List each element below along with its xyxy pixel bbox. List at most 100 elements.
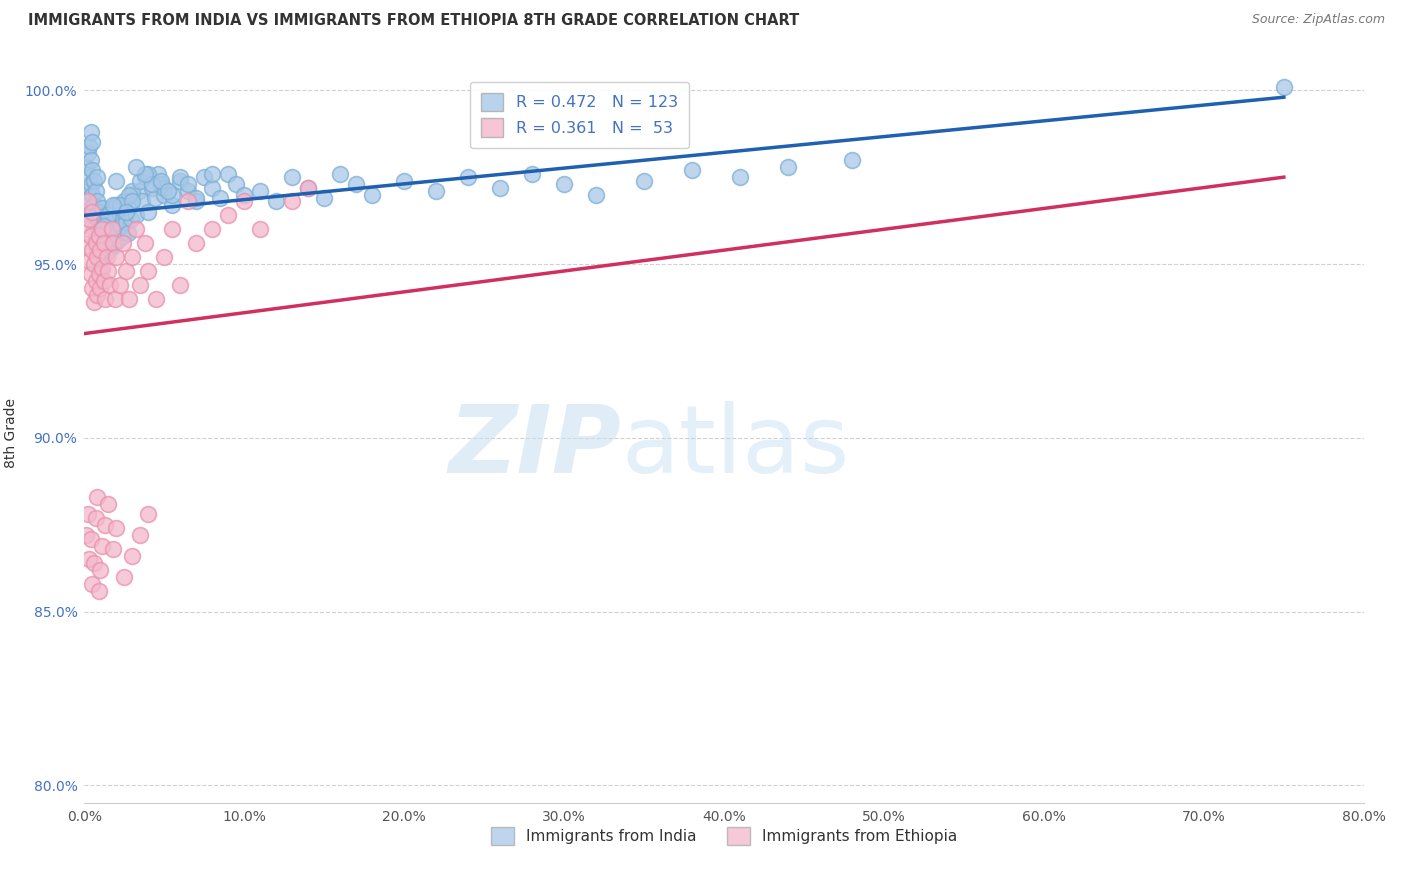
Point xyxy=(121,194,143,209)
Point xyxy=(112,570,135,584)
Point xyxy=(249,222,271,236)
Point xyxy=(93,219,115,233)
Point xyxy=(111,229,134,244)
Point xyxy=(93,274,115,288)
Point xyxy=(89,563,111,577)
Point xyxy=(77,552,100,566)
Point xyxy=(141,177,163,191)
Point xyxy=(83,257,105,271)
Point xyxy=(86,194,108,209)
Point xyxy=(91,539,114,553)
Point xyxy=(118,187,141,202)
Point xyxy=(100,240,122,254)
Point xyxy=(77,170,100,185)
Point xyxy=(86,490,108,504)
Point xyxy=(82,281,104,295)
Point xyxy=(108,198,131,212)
Point xyxy=(82,205,104,219)
Point xyxy=(80,125,103,139)
Point xyxy=(80,177,103,191)
Point xyxy=(585,187,607,202)
Point xyxy=(489,180,512,194)
Point xyxy=(83,222,105,236)
Text: ZIP: ZIP xyxy=(449,401,621,493)
Point xyxy=(84,184,107,198)
Point xyxy=(97,243,120,257)
Point xyxy=(108,208,131,222)
Point xyxy=(297,180,319,194)
Point xyxy=(186,191,208,205)
Point xyxy=(82,163,104,178)
Point xyxy=(83,173,105,187)
Point xyxy=(129,277,152,292)
Point xyxy=(728,170,751,185)
Point xyxy=(177,177,200,191)
Point xyxy=(143,191,166,205)
Point xyxy=(117,226,139,240)
Point xyxy=(80,229,103,244)
Point xyxy=(153,250,176,264)
Point xyxy=(86,243,108,257)
Point xyxy=(138,264,160,278)
Point xyxy=(84,236,107,251)
Point xyxy=(83,198,105,212)
Point xyxy=(86,170,108,185)
Point xyxy=(134,167,156,181)
Point xyxy=(177,194,200,209)
Point xyxy=(138,205,160,219)
Point xyxy=(186,194,208,209)
Text: IMMIGRANTS FROM INDIA VS IMMIGRANTS FROM ETHIOPIA 8TH GRADE CORRELATION CHART: IMMIGRANTS FROM INDIA VS IMMIGRANTS FROM… xyxy=(28,13,800,29)
Point xyxy=(105,173,128,187)
Point xyxy=(86,250,108,264)
Point xyxy=(104,211,127,226)
Point xyxy=(297,180,319,194)
Point xyxy=(209,191,232,205)
Point xyxy=(77,139,100,153)
Point xyxy=(115,264,138,278)
Point xyxy=(169,277,191,292)
Point xyxy=(1272,79,1295,94)
Point xyxy=(96,233,118,247)
Point xyxy=(77,253,100,268)
Point xyxy=(91,260,114,275)
Point xyxy=(86,288,108,302)
Point xyxy=(522,167,544,181)
Point xyxy=(105,521,128,535)
Point xyxy=(193,170,215,185)
Point xyxy=(91,222,114,236)
Point xyxy=(153,187,176,202)
Point xyxy=(281,194,304,209)
Point xyxy=(87,229,110,244)
Point xyxy=(141,180,163,194)
Point xyxy=(98,205,121,219)
Point xyxy=(89,281,111,295)
Point xyxy=(124,160,146,174)
Legend: Immigrants from India, Immigrants from Ethiopia: Immigrants from India, Immigrants from E… xyxy=(485,821,963,851)
Point xyxy=(89,240,111,254)
Point xyxy=(94,517,117,532)
Point xyxy=(121,187,143,202)
Point xyxy=(76,194,98,209)
Point xyxy=(100,215,122,229)
Point xyxy=(120,211,142,226)
Point xyxy=(87,229,110,244)
Point xyxy=(89,215,111,229)
Point xyxy=(233,194,256,209)
Point xyxy=(82,243,104,257)
Point xyxy=(97,208,120,222)
Point xyxy=(249,184,271,198)
Point xyxy=(217,167,239,181)
Point xyxy=(84,233,107,247)
Point xyxy=(108,277,131,292)
Point xyxy=(361,187,384,202)
Point xyxy=(76,508,98,522)
Point xyxy=(104,292,127,306)
Point xyxy=(82,211,104,226)
Point xyxy=(131,194,153,209)
Point xyxy=(101,226,124,240)
Point xyxy=(105,198,128,212)
Point xyxy=(89,243,111,257)
Point xyxy=(97,219,120,233)
Point xyxy=(111,236,134,251)
Point xyxy=(118,292,141,306)
